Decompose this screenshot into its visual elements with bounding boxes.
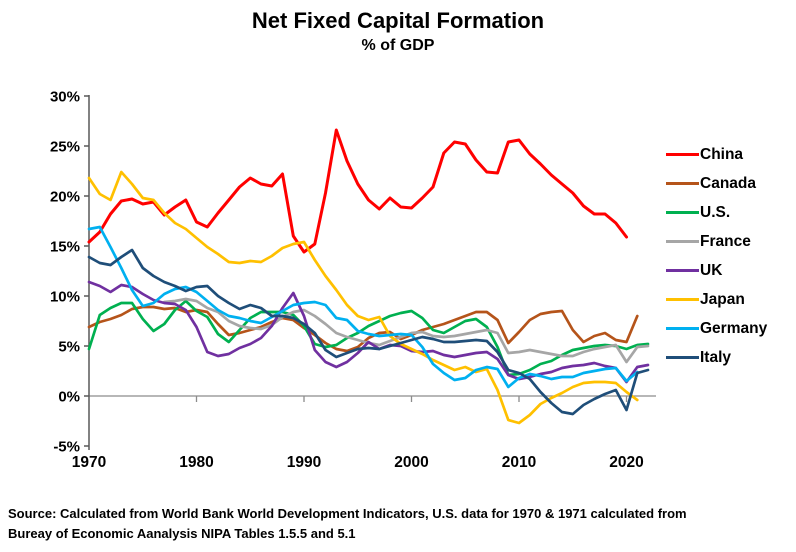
legend-label-france: France [700, 232, 751, 250]
series-line-uk [87, 280, 650, 384]
x-tick-label: 2000 [394, 454, 428, 471]
y-tick-label: 10% [50, 289, 80, 306]
legend-item-japan: Japan [666, 285, 796, 314]
x-tick-label: 1980 [179, 454, 213, 471]
legend-label-germany: Germany [700, 319, 768, 337]
chart-legend: China Canada U.S. France UK Japan Germany Italy [666, 140, 796, 372]
chart-subtitle: % of GDP [361, 37, 435, 54]
x-tick-label: 1990 [287, 454, 321, 471]
legend-label-italy: Italy [700, 348, 732, 366]
legend-item-us: U.S. [666, 198, 796, 227]
x-tick-label: 1970 [72, 454, 106, 471]
legend-item-italy: Italy [666, 343, 796, 372]
legend-item-uk: UK [666, 256, 796, 285]
y-tick-label: 25% [50, 139, 80, 156]
legend-swatch-china [666, 152, 699, 157]
legend-swatch-japan [666, 297, 699, 302]
series-line-china [87, 128, 628, 254]
y-tick-label: 0% [58, 389, 80, 406]
legend-label-uk: UK [700, 261, 723, 279]
legend-swatch-germany [666, 326, 699, 331]
legend-swatch-uk [666, 268, 699, 273]
legend-swatch-italy [666, 355, 699, 360]
legend-label-china: China [700, 145, 744, 163]
y-tick-label: 20% [50, 189, 80, 206]
legend-swatch-us [666, 210, 699, 215]
series-line-italy [87, 248, 650, 416]
source-note: Source: Calculated from World Bank World… [8, 504, 792, 544]
legend-swatch-canada [666, 181, 699, 186]
x-tick-label: 2010 [502, 454, 536, 471]
legend-swatch-france [666, 239, 699, 244]
source-note-line-1: Source: Calculated from World Bank World… [8, 506, 687, 521]
y-tick-label: 30% [50, 89, 80, 106]
legend-item-china: China [666, 140, 796, 169]
legend-item-france: France [666, 227, 796, 256]
legend-label-canada: Canada [700, 174, 756, 192]
legend-item-canada: Canada [666, 169, 796, 198]
y-tick-label: -5% [53, 439, 80, 456]
series-line-japan [87, 170, 639, 425]
x-tick-label: 2020 [609, 454, 643, 471]
series-line-us [87, 299, 650, 377]
y-tick-label: 15% [50, 239, 80, 256]
source-note-line-2: Bureay of Economic Aanalysis NIPA Tables… [8, 526, 356, 541]
chart-title: Net Fixed Capital Formation [251, 8, 545, 33]
legend-label-us: U.S. [700, 203, 731, 221]
legend-label-japan: Japan [700, 290, 745, 308]
legend-item-germany: Germany [666, 314, 796, 343]
y-tick-label: 5% [58, 339, 80, 356]
